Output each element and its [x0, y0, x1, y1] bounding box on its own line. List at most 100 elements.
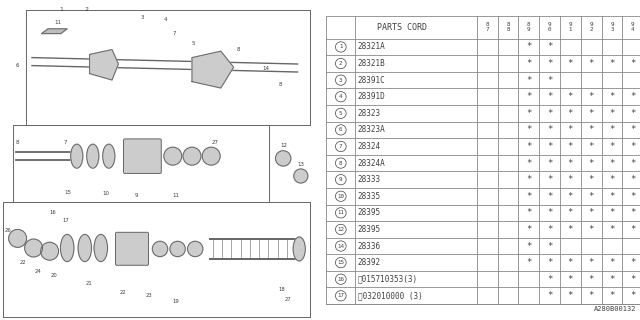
Text: 10: 10 [102, 191, 109, 196]
Text: *: * [589, 142, 594, 151]
Text: *: * [589, 192, 594, 201]
Text: *: * [589, 59, 594, 68]
Text: 9
0: 9 0 [548, 22, 551, 32]
Text: 28321B: 28321B [358, 59, 385, 68]
Polygon shape [42, 29, 67, 34]
Circle shape [25, 239, 42, 257]
Text: *: * [609, 208, 614, 217]
Text: 14: 14 [337, 244, 344, 249]
Text: 20: 20 [51, 273, 58, 278]
Text: 9
3: 9 3 [611, 22, 614, 32]
Text: *: * [547, 291, 552, 300]
Circle shape [9, 229, 27, 247]
Text: *: * [589, 258, 594, 267]
Text: 1: 1 [339, 44, 342, 50]
Text: 9: 9 [339, 177, 342, 182]
Text: 8
9: 8 9 [527, 22, 531, 32]
Text: 2: 2 [339, 61, 342, 66]
Circle shape [183, 147, 201, 165]
Text: *: * [568, 275, 573, 284]
Text: *: * [547, 275, 552, 284]
Text: 7: 7 [339, 144, 342, 149]
Text: 9
2: 9 2 [589, 22, 593, 32]
Text: 9
1: 9 1 [569, 22, 572, 32]
Text: 13: 13 [297, 163, 304, 167]
Text: *: * [589, 225, 594, 234]
Text: *: * [526, 76, 531, 84]
Text: *: * [526, 59, 531, 68]
Text: *: * [568, 109, 573, 118]
Text: 27: 27 [285, 297, 292, 302]
Text: 8: 8 [16, 140, 19, 145]
Circle shape [188, 241, 203, 257]
Text: *: * [589, 92, 594, 101]
Text: 17: 17 [337, 293, 344, 298]
Text: *: * [568, 125, 573, 134]
Text: *: * [526, 175, 531, 184]
Text: 28335: 28335 [358, 192, 381, 201]
Text: 28323A: 28323A [358, 125, 385, 134]
Text: *: * [526, 109, 531, 118]
Text: 28395: 28395 [358, 208, 381, 217]
Text: *: * [526, 43, 531, 52]
Text: 28321A: 28321A [358, 43, 385, 52]
Text: *: * [589, 208, 594, 217]
Text: Ⓦ032010000 (3): Ⓦ032010000 (3) [358, 291, 422, 300]
Text: Ⓑ015710353(3): Ⓑ015710353(3) [358, 275, 418, 284]
Text: *: * [568, 192, 573, 201]
Ellipse shape [87, 144, 99, 168]
Text: 22: 22 [19, 260, 26, 265]
Text: *: * [547, 142, 552, 151]
Circle shape [202, 147, 220, 165]
Ellipse shape [293, 237, 305, 261]
Text: 18: 18 [278, 287, 285, 292]
Text: 8: 8 [278, 82, 282, 87]
Circle shape [41, 242, 59, 260]
Text: *: * [568, 208, 573, 217]
Ellipse shape [61, 234, 74, 262]
Text: *: * [568, 258, 573, 267]
Text: *: * [589, 291, 594, 300]
Text: 23: 23 [146, 293, 152, 298]
Text: *: * [609, 175, 614, 184]
Text: *: * [568, 159, 573, 168]
Text: 28324: 28324 [358, 142, 381, 151]
FancyBboxPatch shape [124, 139, 161, 173]
Text: 17: 17 [63, 218, 69, 223]
Text: 6: 6 [339, 127, 342, 132]
Text: *: * [589, 109, 594, 118]
Text: *: * [630, 159, 636, 168]
Text: *: * [630, 175, 636, 184]
Text: *: * [630, 208, 636, 217]
Text: 22: 22 [120, 290, 127, 295]
Text: 28333: 28333 [358, 175, 381, 184]
Text: 16: 16 [337, 277, 344, 282]
Text: *: * [547, 43, 552, 52]
Text: *: * [630, 192, 636, 201]
Text: 28336: 28336 [358, 242, 381, 251]
Text: *: * [609, 159, 614, 168]
Circle shape [275, 151, 291, 166]
Text: *: * [547, 242, 552, 251]
Text: *: * [589, 175, 594, 184]
Text: 11: 11 [54, 20, 61, 25]
Ellipse shape [103, 144, 115, 168]
Text: 28323: 28323 [358, 109, 381, 118]
Text: 27: 27 [211, 140, 218, 145]
Text: 8
8: 8 8 [506, 22, 509, 32]
Polygon shape [192, 51, 234, 88]
Text: 15: 15 [337, 260, 344, 265]
Text: *: * [568, 92, 573, 101]
Text: *: * [609, 142, 614, 151]
Text: *: * [568, 225, 573, 234]
Text: *: * [609, 125, 614, 134]
Text: *: * [526, 159, 531, 168]
Text: *: * [630, 291, 636, 300]
Text: 5: 5 [192, 41, 195, 46]
Text: *: * [547, 175, 552, 184]
Text: *: * [630, 258, 636, 267]
Text: *: * [547, 208, 552, 217]
Text: *: * [609, 275, 614, 284]
Text: *: * [630, 225, 636, 234]
Text: *: * [526, 258, 531, 267]
